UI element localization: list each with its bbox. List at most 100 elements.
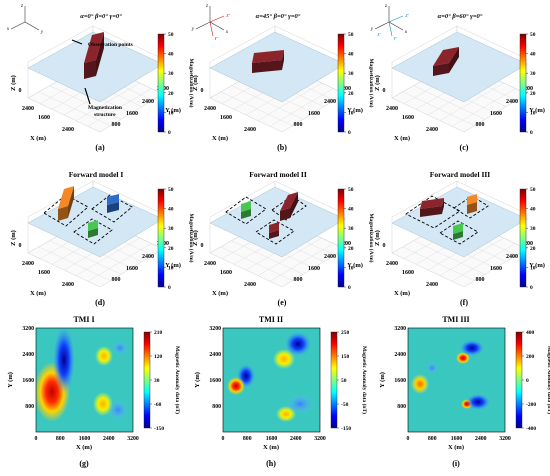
panel-c-block-side bbox=[449, 47, 459, 73]
panel-d-block-green-front bbox=[88, 228, 98, 238]
panel-c-observation-plane bbox=[391, 31, 528, 103]
panel-b-colorbar-ticklabel: 40 bbox=[348, 52, 354, 58]
panel-a-x-tick: 2400 bbox=[62, 127, 74, 133]
panel-e-block-red-1-side bbox=[290, 192, 298, 218]
panel-g-y-tick: 800 bbox=[25, 404, 34, 410]
panel-i-colorbar-ticklabel: 200 bbox=[526, 354, 535, 360]
panel-e-colorbar-ticklabel: 0 bbox=[348, 285, 351, 291]
panel-a-letter: (a) bbox=[95, 143, 105, 152]
panel-d-dashed-region-3 bbox=[73, 218, 113, 245]
panel-a-block bbox=[84, 32, 104, 79]
panel-f-colorbar-ticklabel: 10 bbox=[530, 265, 536, 271]
panel-a-y-tick: 1600 bbox=[126, 111, 138, 117]
panel-b-colorbar-ticklabel: 30 bbox=[348, 71, 354, 77]
panel-a-block-front bbox=[84, 60, 96, 79]
panel-d-letter: (d) bbox=[95, 298, 105, 307]
panel-c-y-tick: 1600 bbox=[490, 111, 502, 117]
panel-g-x-label: X (m) bbox=[76, 444, 92, 451]
panel-d-block-green bbox=[88, 220, 98, 238]
panel-a-axis-letter: x bbox=[6, 27, 10, 32]
panel-b-axis-letter: X' bbox=[225, 13, 231, 18]
panel-c-colorbar-ticklabel: 30 bbox=[530, 71, 536, 77]
panel-d-z-tick: 0 bbox=[19, 243, 22, 249]
panel-f-block-red-front bbox=[420, 206, 442, 217]
panel-i-anomaly bbox=[411, 374, 429, 394]
panel-e-colorbar-ticklabel: 20 bbox=[348, 246, 354, 252]
panel-b-axis-letter: x bbox=[225, 30, 229, 35]
panel-g-anomaly bbox=[108, 400, 128, 420]
panel-a-colorbar-ticklabel: 50 bbox=[168, 32, 174, 38]
panel-i-y-label: Y (m) bbox=[379, 372, 386, 388]
panel-g-colorbar-ticklabel: 120 bbox=[154, 354, 163, 360]
panel-c-axis-letter: X' bbox=[376, 32, 382, 37]
panel-f-block-orange-front bbox=[467, 202, 477, 214]
panel-e-block-green bbox=[241, 201, 251, 219]
panel-b-y-tick: 1600 bbox=[308, 111, 320, 117]
panel-c-x-tick: 2400 bbox=[386, 106, 398, 112]
panel-i-colorbar-label: Magnetic Anomaly data (nT) bbox=[546, 346, 550, 414]
panel-c-block bbox=[433, 47, 459, 76]
panel-c-colorbar bbox=[519, 33, 527, 133]
panel-g-colorbar-ticklabel: -150 bbox=[154, 426, 164, 432]
panel-d-block-blue bbox=[107, 194, 119, 213]
panel-d-block-orange-side bbox=[68, 186, 74, 218]
panel-b-x-tick: 1600 bbox=[220, 115, 232, 121]
panel-h-colorbar-ticklabel: 150 bbox=[341, 354, 350, 360]
panel-f-z-label: Z (m) bbox=[374, 230, 381, 246]
panel-d-colorbar-ticklabel: 30 bbox=[168, 226, 174, 232]
panel-a-block-side bbox=[96, 32, 104, 76]
panel-c-axis-rot2 bbox=[388, 21, 393, 37]
panel-b-y-label: Y (m) bbox=[347, 107, 363, 114]
panel-f-block-green bbox=[453, 223, 463, 240]
panel-f-x-tick: 1600 bbox=[402, 270, 414, 276]
panel-g-anomaly bbox=[95, 346, 113, 366]
panel-i-colorbar bbox=[515, 331, 523, 429]
panel-c-z-label: Z (m) bbox=[374, 75, 381, 91]
panel-e-title: Forward model II bbox=[249, 170, 307, 179]
panel-d-block-blue-front bbox=[107, 202, 119, 213]
panel-b-colorbar-label: Magnetization (A/m) bbox=[368, 58, 375, 107]
panel-e-block-red-1-front bbox=[280, 208, 290, 221]
panel-b-z-tick: 0 bbox=[201, 88, 204, 94]
panel-a-axis-letter: y bbox=[40, 30, 44, 35]
panel-i-title: TMI III bbox=[442, 315, 469, 324]
panel-a-colorbar-ticklabel: 10 bbox=[168, 110, 174, 116]
panel-c-x-tick: 2400 bbox=[426, 127, 438, 133]
panel-i-colorbar-ticklabel: -400 bbox=[526, 426, 536, 432]
panel-c-block-top bbox=[433, 47, 459, 66]
panel-e-y-label: Y (m) bbox=[347, 262, 363, 269]
panel-a-y-tick: 2400 bbox=[142, 99, 154, 105]
panel-e-colorbar-ticklabel: 40 bbox=[348, 207, 354, 213]
panel-c-axis-letter: Z' bbox=[405, 13, 410, 18]
panel-c-axis-letter: z bbox=[384, 4, 387, 9]
panel-f-block-orange bbox=[467, 194, 477, 214]
panel-e-z-tick: 0 bbox=[201, 243, 204, 249]
panel-g-y-tick: 1600 bbox=[22, 378, 34, 384]
panel-h-anomaly bbox=[285, 332, 311, 356]
panel-c-x-tick: 1600 bbox=[402, 115, 414, 121]
panel-f-y-label: Y (m) bbox=[529, 262, 545, 269]
panel-i-map bbox=[408, 328, 505, 432]
panel-a-z-tick: 0 bbox=[19, 88, 22, 94]
panel-c-colorbar-ticklabel: 10 bbox=[530, 110, 536, 116]
panel-d-y-tick: 2400 bbox=[142, 254, 154, 260]
panel-h-anomaly bbox=[286, 394, 314, 414]
panel-c-y-tick: 2400 bbox=[506, 99, 518, 105]
panel-f-block-red-top bbox=[420, 198, 444, 209]
panel-h-anomaly bbox=[227, 377, 245, 395]
panel-b-colorbar-ticklabel: 50 bbox=[348, 32, 354, 38]
panel-b-axis-triad: z y x X' Y' bbox=[191, 4, 231, 41]
panel-b-colorbar-ticklabel: 10 bbox=[348, 110, 354, 116]
panel-f-colorbar bbox=[519, 188, 527, 288]
panel-b-block bbox=[252, 50, 284, 73]
panel-e-x-tick: 1600 bbox=[220, 270, 232, 276]
panel-g-letter: (g) bbox=[79, 459, 89, 468]
panel-h-colorbar-label: Magnetic Anomaly data (nT) bbox=[361, 346, 368, 414]
panel-c-axis-triad: z y x Z' Y' X' bbox=[370, 4, 410, 41]
panel-g-colorbar-ticklabel: 30 bbox=[154, 378, 160, 384]
panel-i-anomaly bbox=[426, 362, 438, 374]
panel-c-x-label: X (m) bbox=[394, 135, 410, 142]
panel-d-block-orange bbox=[58, 186, 74, 221]
panel-e-block-red-2 bbox=[269, 222, 279, 239]
